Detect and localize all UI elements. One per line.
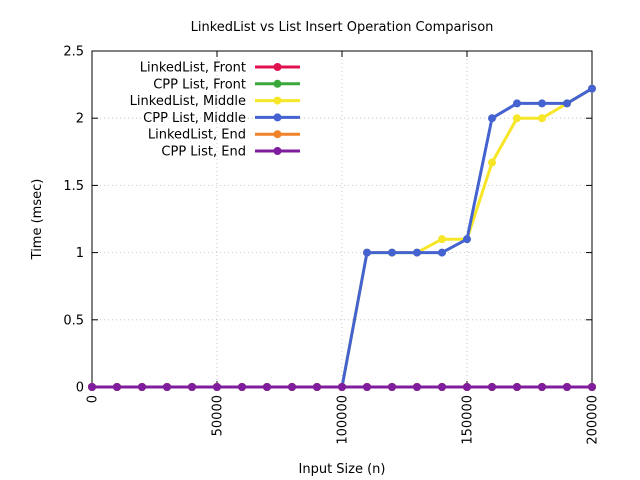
legend-marker	[273, 96, 282, 105]
data-point	[538, 383, 546, 391]
x-tick-label: 0	[86, 395, 101, 403]
data-point	[138, 383, 146, 391]
data-point	[163, 383, 171, 391]
data-point	[563, 383, 571, 391]
y-tick-label: 1	[76, 246, 84, 261]
data-point	[513, 114, 521, 123]
data-point	[538, 99, 546, 108]
axis-ticks: 0 0.5 1 1.5 2 2.5 0 50000 100000 150000 200000	[63, 45, 600, 445]
data-point	[563, 99, 571, 108]
legend-marker	[273, 147, 282, 155]
data-point	[488, 383, 496, 391]
data-point	[588, 84, 596, 93]
data-point	[238, 383, 246, 391]
legend-label: CPP List, Middle	[143, 111, 246, 126]
data-point	[438, 235, 446, 244]
legend-label: LinkedList, Front	[140, 61, 246, 76]
legend-label: CPP List, End	[161, 145, 246, 160]
data-point	[88, 383, 96, 391]
legend-marker	[273, 130, 282, 139]
data-point	[513, 383, 521, 391]
y-tick-label: 1.5	[63, 179, 84, 194]
data-point	[438, 383, 446, 391]
y-tick-label: 2.5	[63, 45, 84, 60]
x-tick-label: 200000	[586, 395, 601, 445]
legend-label: LinkedList, End	[148, 128, 246, 143]
data-point	[488, 158, 496, 167]
data-point	[588, 383, 596, 391]
data-point	[213, 383, 221, 391]
data-point	[388, 248, 396, 257]
x-tick-label: 50000	[211, 395, 226, 436]
legend-marker	[273, 113, 282, 122]
chart-title: LinkedList vs List Insert Operation Comp…	[191, 20, 494, 35]
data-point	[338, 383, 346, 391]
data-point	[113, 383, 121, 391]
legend-marker	[273, 79, 282, 88]
y-tick-label: 0.5	[63, 313, 84, 328]
data-point	[413, 248, 421, 257]
data-point	[188, 383, 196, 391]
data-point	[538, 114, 546, 123]
data-point	[438, 248, 446, 257]
data-point	[513, 99, 521, 108]
x-tick-label: 100000	[336, 395, 351, 445]
y-tick-label: 0	[76, 381, 84, 396]
data-point	[313, 383, 321, 391]
x-axis-label: Input Size (n)	[299, 462, 386, 477]
data-point	[463, 235, 471, 244]
data-point	[288, 383, 296, 391]
grid	[92, 51, 592, 387]
data-point	[363, 383, 371, 391]
data-point	[388, 383, 396, 391]
legend-label: LinkedList, Middle	[130, 94, 246, 109]
series-layer	[88, 84, 596, 391]
y-tick-label: 2	[76, 112, 84, 127]
data-point	[488, 114, 496, 123]
x-tick-label: 150000	[461, 395, 476, 445]
legend-label: CPP List, Front	[153, 77, 246, 92]
data-point	[463, 383, 471, 391]
data-point	[413, 383, 421, 391]
data-point	[263, 383, 271, 391]
legend-marker	[273, 63, 282, 71]
y-axis-label: Time (msec)	[30, 179, 45, 261]
data-point	[363, 248, 371, 257]
